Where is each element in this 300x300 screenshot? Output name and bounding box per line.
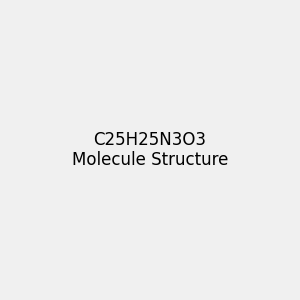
Text: C25H25N3O3
Molecule Structure: C25H25N3O3 Molecule Structure [72,130,228,170]
